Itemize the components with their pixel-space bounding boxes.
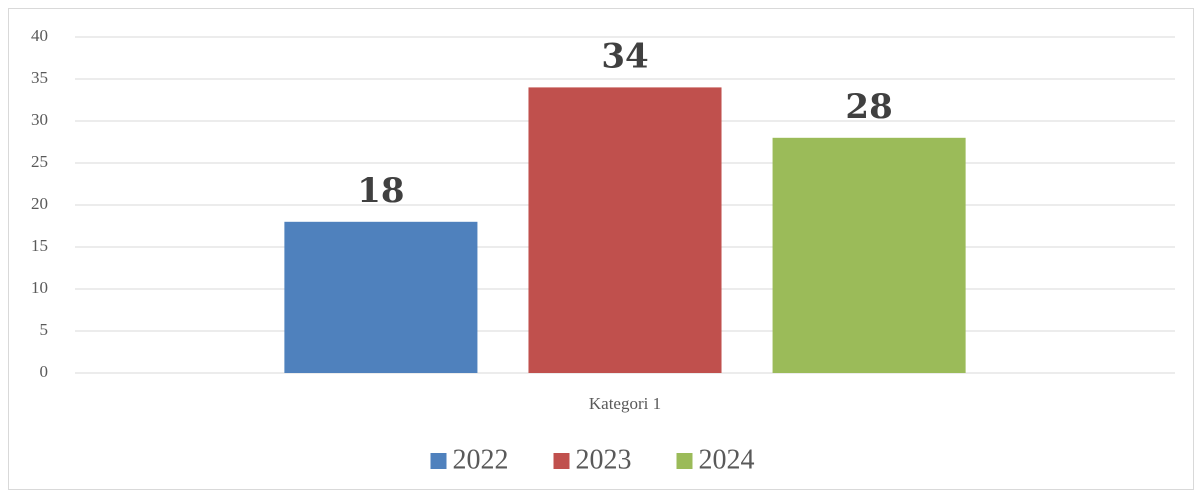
x-tick-label: Kategori 1 xyxy=(589,394,661,413)
y-tick-label: 20 xyxy=(31,194,48,213)
data-label: 28 xyxy=(845,87,892,127)
bar xyxy=(528,87,722,374)
y-tick-label: 0 xyxy=(40,362,49,381)
legend-label: 2023 xyxy=(576,444,632,475)
y-tick-label: 5 xyxy=(40,320,49,339)
y-tick-label: 40 xyxy=(31,26,48,45)
legend-label: 2022 xyxy=(453,444,509,475)
bar xyxy=(772,137,966,373)
y-tick-label: 35 xyxy=(31,68,48,87)
legend-swatch xyxy=(430,453,447,469)
y-tick-label: 15 xyxy=(31,236,48,255)
bar xyxy=(284,221,478,373)
legend-label: 2024 xyxy=(699,444,755,475)
y-tick-label: 25 xyxy=(31,152,48,171)
data-label: 34 xyxy=(601,36,648,76)
y-tick-label: 10 xyxy=(31,278,48,297)
legend-swatch xyxy=(676,453,693,469)
legend-swatch xyxy=(553,453,570,469)
data-label: 18 xyxy=(357,171,404,211)
y-tick-label: 30 xyxy=(31,110,48,129)
